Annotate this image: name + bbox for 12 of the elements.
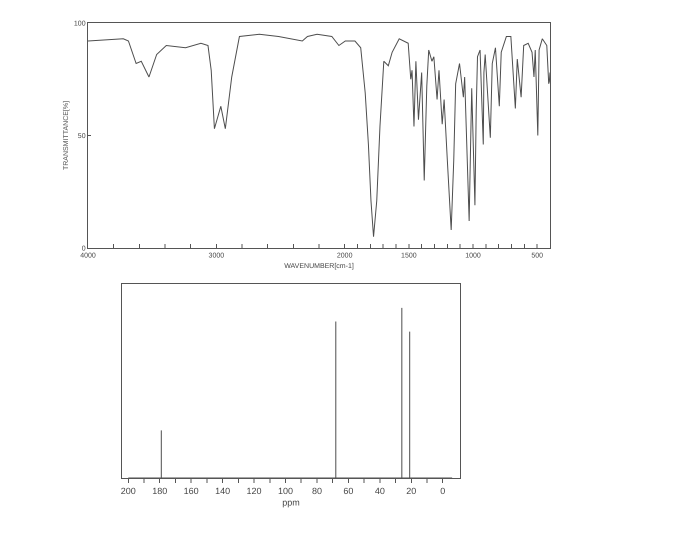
x-tick-label: 160: [184, 486, 199, 496]
x-tick-label: 100: [278, 486, 294, 496]
x-tick-label: 60: [343, 486, 354, 496]
x-tick-label: 180: [152, 486, 168, 496]
x-axis-title: ppm: [282, 498, 300, 508]
x-tick-label: 80: [312, 486, 322, 496]
x-tick-label: 20: [406, 486, 416, 496]
x-tick-label: 0: [440, 486, 446, 496]
x-tick-label: 200: [120, 486, 136, 496]
x-tick-label: 120: [246, 486, 262, 496]
x-tick-label: 40: [374, 486, 385, 496]
x-tick-label: 140: [215, 486, 230, 496]
